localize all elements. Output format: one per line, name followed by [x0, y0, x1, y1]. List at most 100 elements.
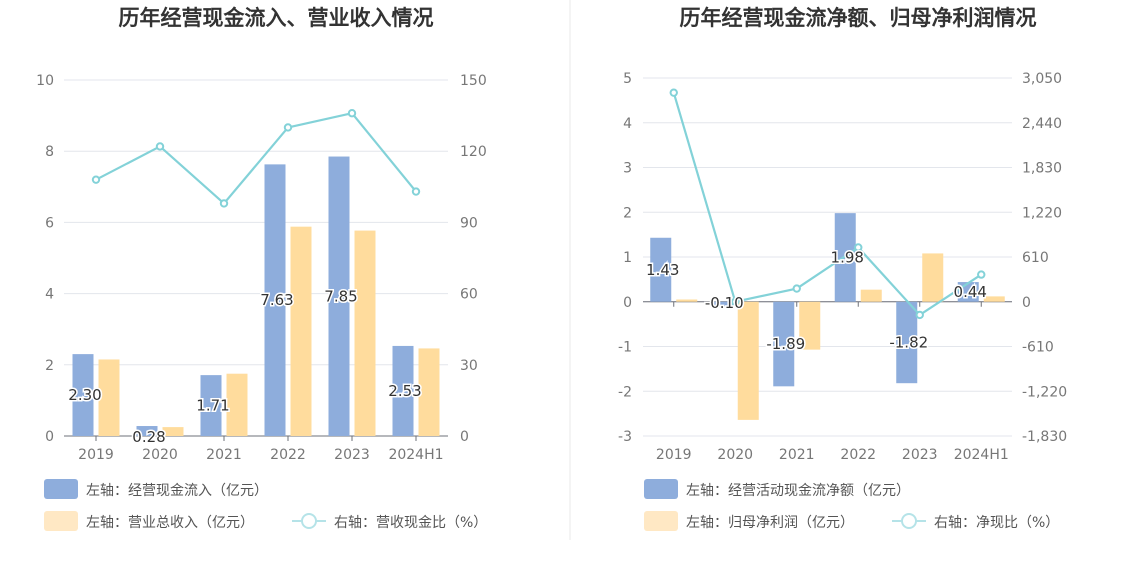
- legend-label: 左轴：经营现金流入（亿元）: [86, 483, 268, 499]
- bar-secondary: [860, 289, 882, 302]
- ratio-point: [977, 270, 986, 279]
- left-axis-tick: -2: [618, 384, 632, 400]
- x-axis-label: 2023: [902, 447, 938, 463]
- left-axis-tick: 0: [623, 295, 632, 311]
- right-axis-tick: 1,830: [1022, 161, 1062, 177]
- left-axis-tick: 2: [45, 358, 54, 374]
- bar-secondary: [290, 226, 312, 436]
- left-axis-tick: 2: [623, 205, 632, 221]
- right-axis-tick: 150: [460, 73, 487, 89]
- chart-title: 历年经营现金流净额、归母净利润情况: [680, 6, 1037, 30]
- bar-secondary: [983, 296, 1005, 302]
- left-axis-tick: 4: [45, 287, 54, 303]
- ratio-point: [915, 310, 924, 320]
- bar-primary: [264, 164, 286, 436]
- right-axis-tick: 120: [460, 144, 487, 160]
- bar-secondary: [737, 301, 759, 420]
- data-label: -0.10: [705, 294, 744, 312]
- ratio-point: [347, 109, 357, 118]
- right-axis-tick: 610: [1022, 250, 1049, 266]
- x-axis-label: 2024H1: [954, 447, 1009, 463]
- right-axis-tick: -610: [1022, 340, 1054, 356]
- legend-swatch-bar: [644, 511, 678, 531]
- bar-secondary: [98, 359, 120, 436]
- right-axis-tick: 30: [460, 358, 478, 374]
- left-axis-tick: 4: [623, 116, 632, 132]
- left-axis-tick: -3: [618, 429, 632, 445]
- data-label: 1.71: [196, 397, 229, 415]
- left-axis-tick: 10: [36, 73, 54, 89]
- bar-secondary: [162, 427, 184, 436]
- legend-label: 右轴：净现比（%）: [934, 515, 1059, 531]
- bar-primary: [392, 345, 414, 436]
- bar-secondary: [922, 253, 944, 302]
- x-axis-label: 2021: [206, 447, 242, 463]
- x-axis-label: 2022: [840, 447, 876, 463]
- legend-swatch-bar: [44, 511, 78, 531]
- bar-primary: [200, 375, 222, 436]
- left-axis-tick: 8: [45, 144, 54, 160]
- data-label: 0.28: [132, 428, 165, 446]
- legend-label: 右轴：营收现金比（%）: [334, 515, 487, 531]
- x-axis-label: 2020: [717, 447, 753, 463]
- legend-swatch-point: [301, 513, 317, 529]
- bar-primary: [650, 237, 672, 302]
- x-axis-label: 2021: [779, 447, 815, 463]
- ratio-point: [411, 187, 421, 196]
- legend-label: 左轴：营业总收入（亿元）: [86, 515, 254, 531]
- data-label: 7.63: [260, 291, 293, 309]
- bar-primary: [136, 426, 158, 436]
- bar-secondary: [354, 230, 376, 436]
- bar-primary: [711, 301, 733, 307]
- ratio-point: [792, 284, 801, 293]
- data-label: 7.85: [324, 287, 357, 305]
- x-axis-label: 2019: [656, 447, 692, 463]
- bar-secondary: [676, 299, 698, 302]
- x-axis-label: 2024H1: [388, 447, 443, 463]
- legend-swatch-bar: [644, 479, 678, 499]
- ratio-point: [155, 142, 165, 151]
- right-axis-tick: 0: [460, 429, 469, 445]
- data-label: -1.89: [766, 335, 805, 353]
- x-axis-label: 2022: [270, 447, 306, 463]
- ratio-point: [854, 243, 863, 252]
- data-label: 0.44: [954, 283, 987, 301]
- chart-1: 历年经营现金流入、营业收入情况 0 0 2 30 4 60 6 90 8 120 10 150 2019 2…: [36, 6, 487, 531]
- right-axis-tick: 90: [460, 215, 478, 231]
- legend-swatch-bar: [44, 479, 78, 499]
- left-axis-tick: 0: [45, 429, 54, 445]
- left-axis-tick: 6: [45, 215, 54, 231]
- bar-primary: [896, 301, 918, 384]
- ratio-line: [672, 92, 982, 317]
- bar-secondary: [418, 348, 440, 436]
- ratio-line: [95, 112, 417, 205]
- chart-2: 历年经营现金流净额、归母净利润情况 -3 -1,830 -2 -1,220 -1 -610 0…: [618, 6, 1067, 531]
- bar-secondary: [226, 373, 248, 436]
- bar-primary: [72, 354, 94, 436]
- bar-primary: [773, 301, 795, 387]
- ratio-point: [669, 88, 678, 97]
- right-axis-tick: 0: [1022, 295, 1031, 311]
- bar-secondary: [799, 301, 821, 350]
- left-axis-tick: 5: [623, 71, 632, 87]
- right-axis-tick: 3,050: [1022, 71, 1062, 87]
- data-label: 1.98: [831, 248, 864, 266]
- right-axis-tick: 1,220: [1022, 205, 1062, 221]
- data-label: -1.82: [889, 333, 928, 351]
- left-axis-tick: 1: [623, 250, 632, 266]
- right-axis-tick: 2,440: [1022, 116, 1062, 132]
- right-axis-tick: 60: [460, 287, 478, 303]
- right-axis-tick: -1,220: [1022, 384, 1067, 400]
- left-axis-tick: -1: [618, 340, 632, 356]
- right-axis-tick: -1,830: [1022, 429, 1067, 445]
- legend-label: 左轴：归母净利润（亿元）: [686, 514, 854, 531]
- x-axis-label: 2020: [142, 447, 178, 463]
- chart-title: 历年经营现金流入、营业收入情况: [119, 6, 434, 30]
- x-axis-label: 2019: [78, 447, 114, 463]
- legend-swatch-point: [901, 513, 917, 529]
- x-axis-label: 2023: [334, 447, 370, 463]
- ratio-point: [283, 123, 293, 132]
- ratio-point: [219, 199, 229, 208]
